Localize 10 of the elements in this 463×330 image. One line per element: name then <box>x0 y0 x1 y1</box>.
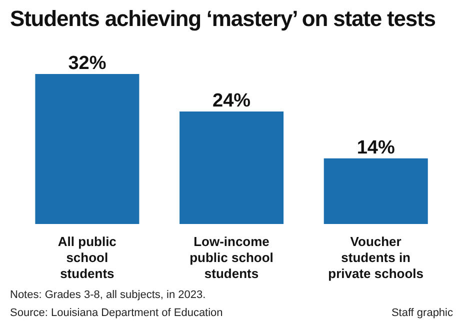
data-label: 32% <box>68 53 106 74</box>
x-tick-label: All public school students <box>58 234 116 281</box>
x-tick-label: Voucher students in private schools <box>328 234 424 281</box>
x-tick-label: Low-income public school students <box>190 234 274 281</box>
data-label: 24% <box>212 90 251 112</box>
chart-title: Students achieving ‘mastery’ on state tests <box>10 6 436 32</box>
data-label: 14% <box>356 137 395 158</box>
source-note: Source: Louisiana Department of Education <box>10 307 223 319</box>
text: Staff graphic <box>391 307 453 319</box>
text: Notes: Grades 3-8, all subjects, in 2023. <box>10 289 206 301</box>
